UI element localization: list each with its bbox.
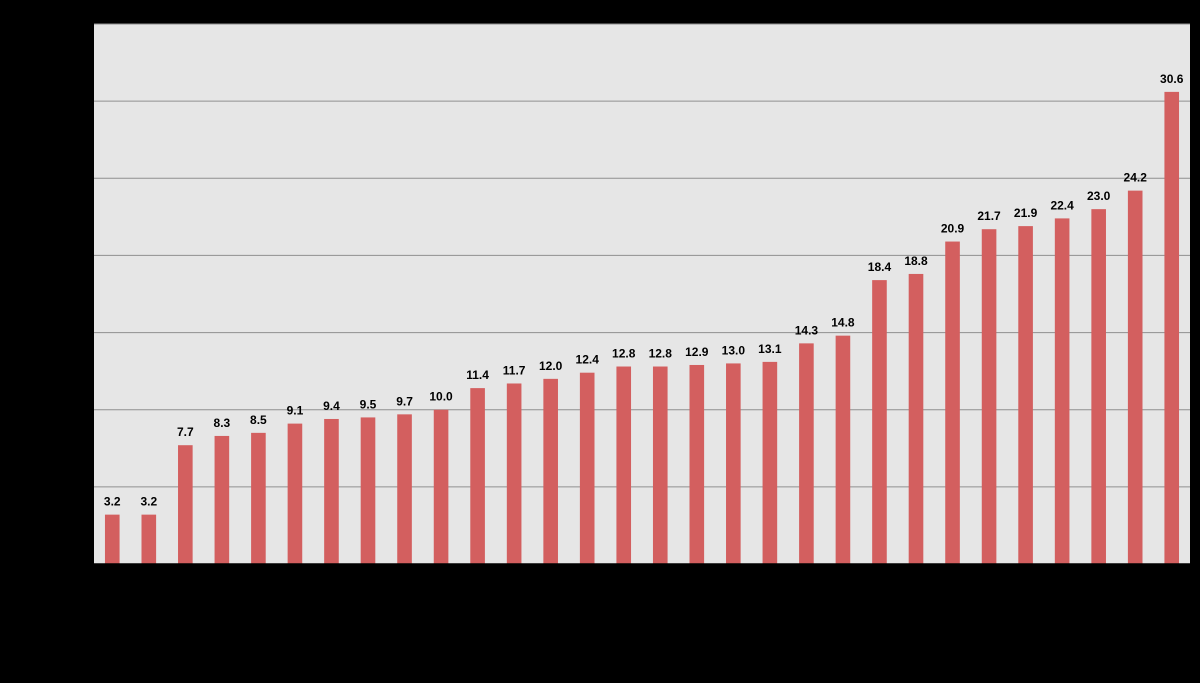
bar — [1127, 190, 1143, 564]
data-label: 12.4 — [576, 353, 600, 367]
data-label: 9.7 — [396, 394, 413, 408]
data-label: 7.7 — [177, 425, 194, 439]
bar — [470, 388, 485, 564]
bar — [835, 335, 851, 564]
bar — [726, 363, 741, 564]
bar — [506, 383, 522, 564]
data-label: 18.8 — [904, 254, 928, 268]
data-label: 11.4 — [466, 368, 489, 382]
bar — [945, 241, 960, 565]
data-label: 8.3 — [214, 416, 231, 430]
x-axis — [86, 563, 1191, 570]
data-label: 12.8 — [612, 347, 636, 361]
data-label: 11.7 — [503, 363, 526, 377]
bar — [397, 414, 412, 564]
data-label: 14.3 — [795, 323, 819, 337]
bar — [360, 417, 376, 564]
data-label: 14.8 — [831, 316, 855, 330]
bars — [104, 91, 1180, 565]
data-label: 24.2 — [1124, 171, 1148, 185]
data-label: 21.7 — [977, 209, 1001, 223]
bar — [762, 361, 778, 564]
data-label: 3.2 — [104, 495, 121, 509]
bar — [543, 378, 558, 564]
data-label: 22.4 — [1050, 198, 1074, 212]
bar — [579, 372, 595, 564]
data-label: 23.0 — [1087, 189, 1111, 203]
bar — [1091, 209, 1106, 564]
bar — [1054, 218, 1070, 564]
bar — [616, 366, 632, 564]
bar — [908, 273, 924, 564]
data-label: 9.4 — [323, 399, 340, 413]
bar — [981, 229, 997, 564]
bar — [214, 435, 230, 564]
bar — [324, 418, 339, 564]
bar — [104, 514, 120, 564]
bar — [799, 343, 814, 564]
data-label: 9.1 — [287, 404, 304, 418]
bar — [287, 423, 303, 564]
data-label: 21.9 — [1014, 206, 1038, 220]
bar — [251, 432, 266, 564]
data-label: 13.1 — [758, 342, 782, 356]
data-label: 3.2 — [140, 495, 157, 509]
bar — [1018, 226, 1033, 564]
bar — [689, 364, 705, 564]
bar — [1164, 91, 1180, 564]
bar — [433, 409, 449, 564]
bar — [141, 514, 157, 564]
bar — [178, 445, 193, 564]
data-label: 18.4 — [868, 260, 892, 274]
data-label: 10.0 — [429, 390, 453, 404]
data-label: 12.0 — [539, 359, 563, 373]
bar — [872, 280, 887, 564]
data-label: 12.8 — [649, 347, 673, 361]
data-label: 30.6 — [1160, 72, 1184, 86]
data-label: 13.0 — [722, 343, 746, 357]
data-label: 12.9 — [685, 345, 709, 359]
plot-area — [94, 24, 1190, 564]
data-label: 8.5 — [250, 413, 267, 427]
value-labels: 3.2 3.2 7.7 8.3 8.5 9.1 9.4 9.5 9.7 10.0 11.4 11.7 1… — [104, 72, 1184, 509]
gridlines — [94, 23, 1196, 488]
data-label: 9.5 — [360, 397, 377, 411]
bar — [652, 366, 668, 564]
data-label: 20.9 — [941, 222, 965, 236]
